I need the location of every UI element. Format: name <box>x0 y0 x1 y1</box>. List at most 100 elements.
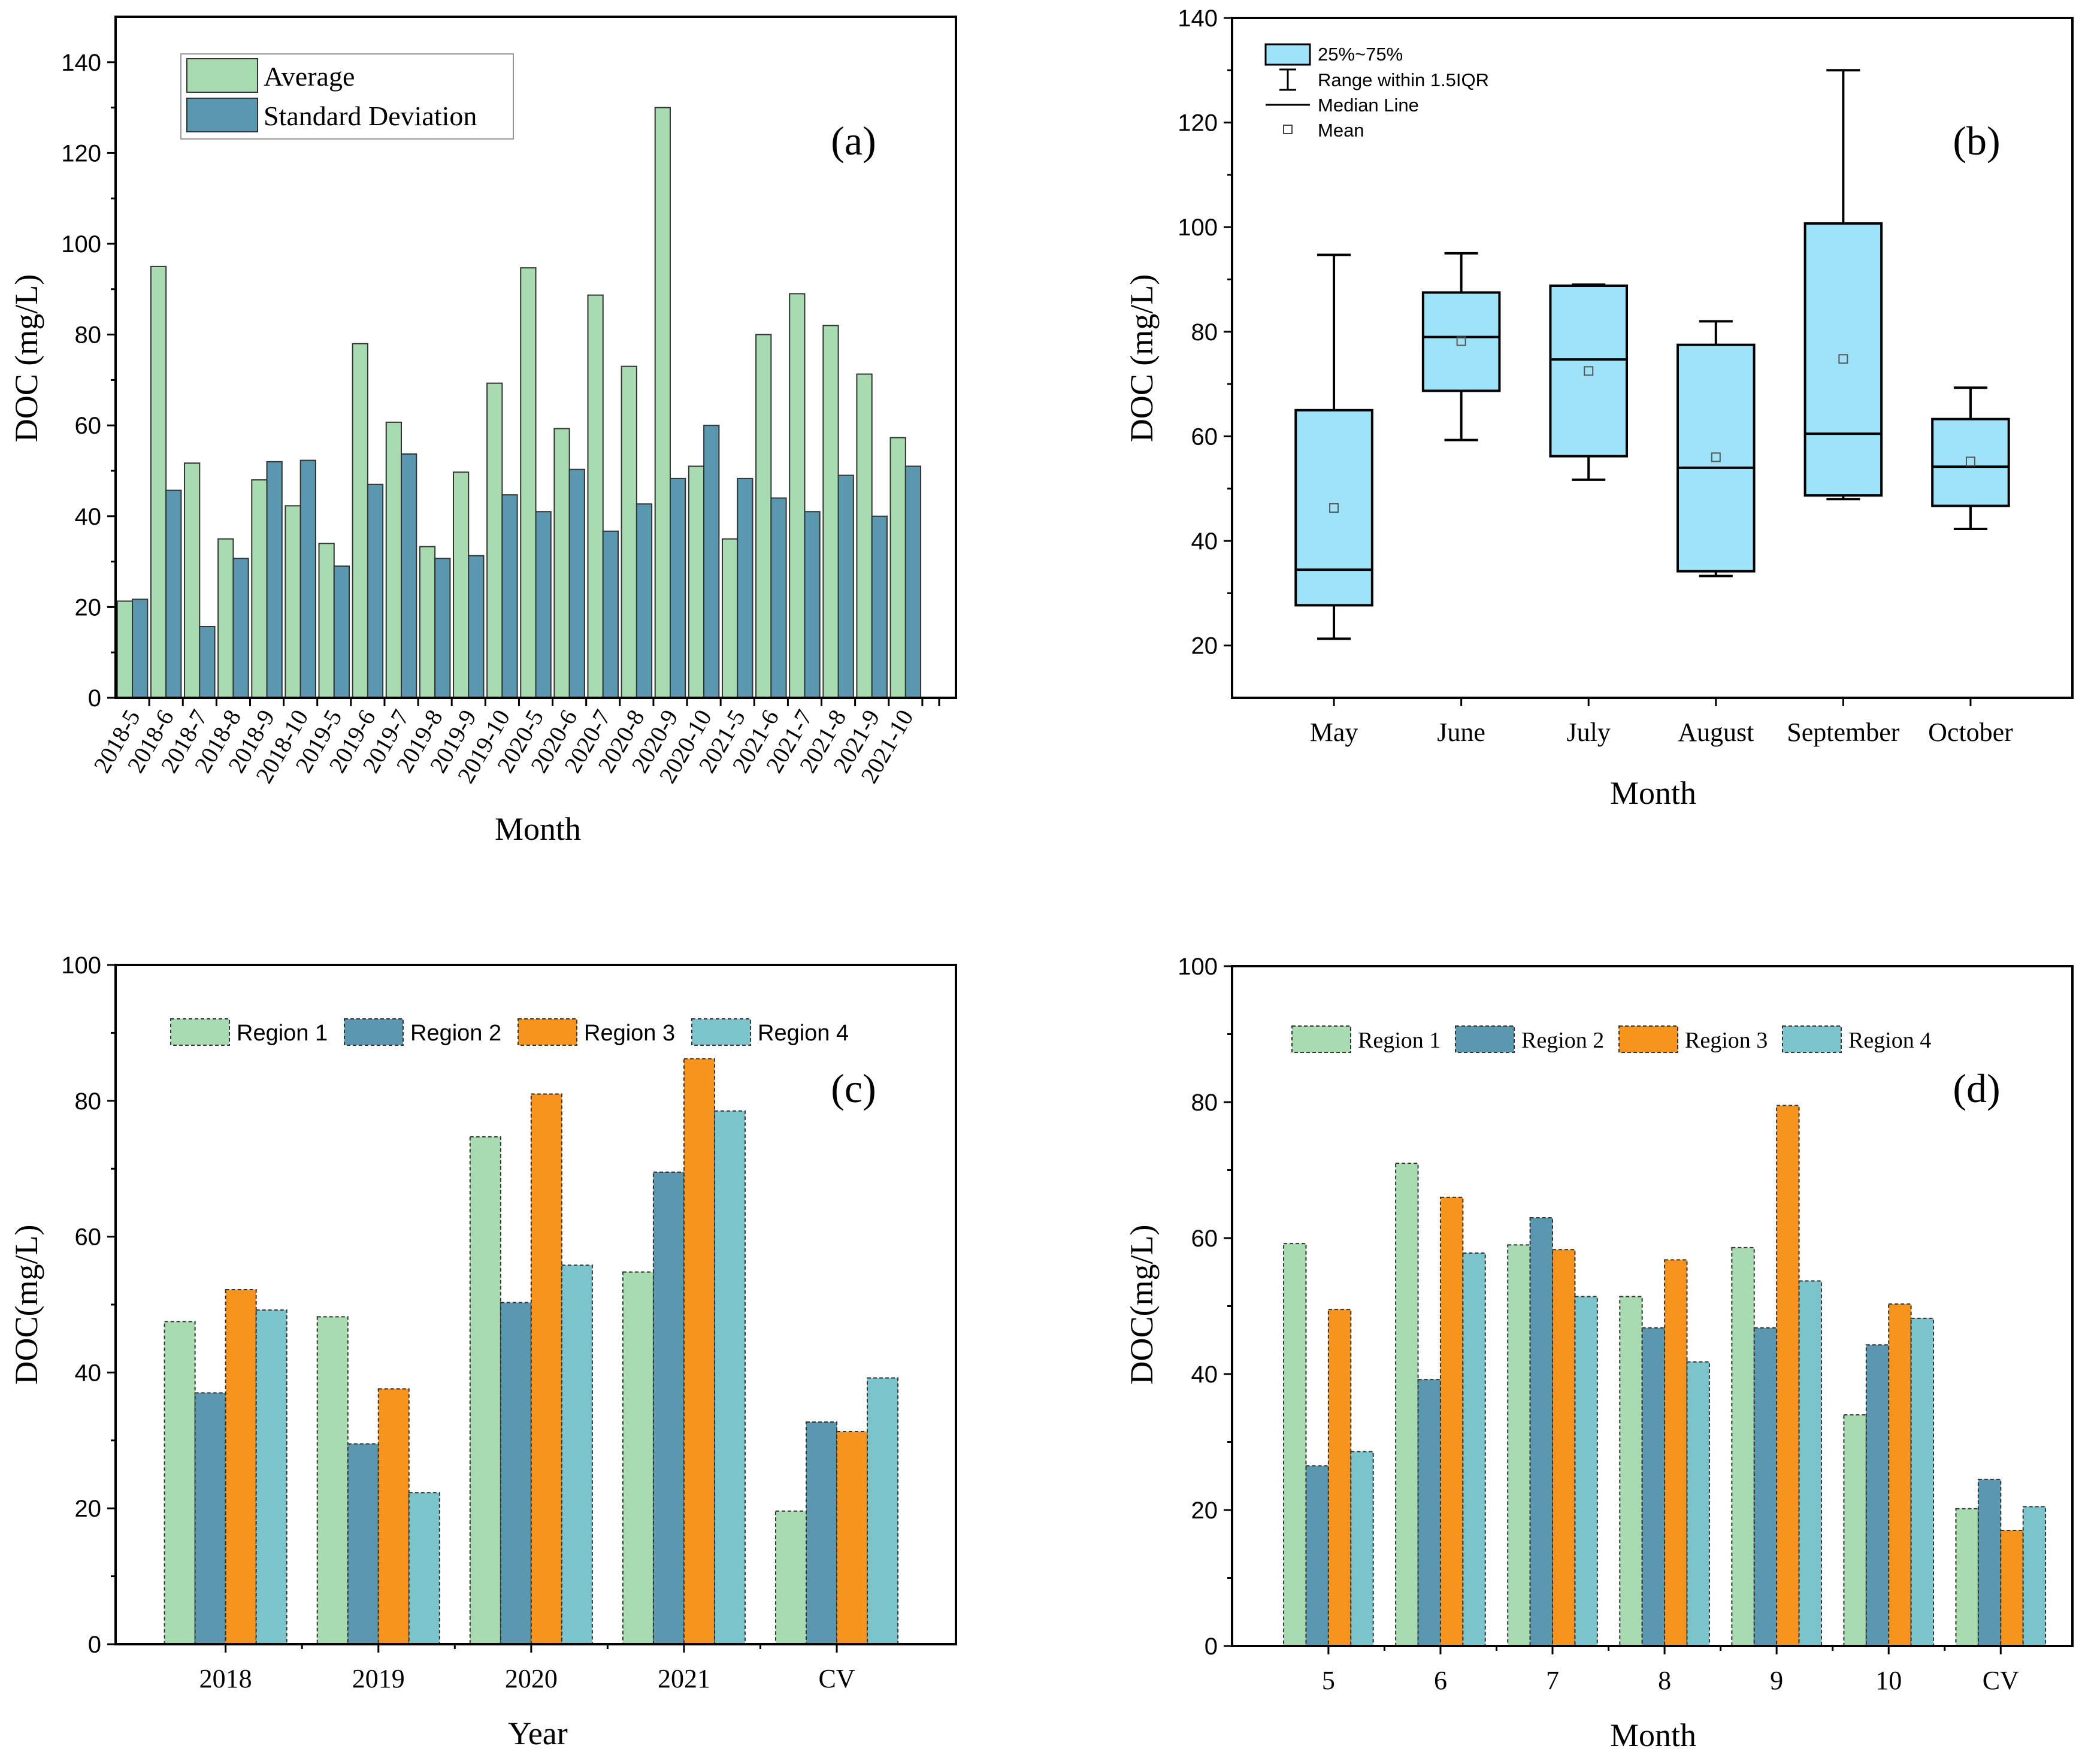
region-4-bar <box>408 1492 440 1645</box>
region-1-bar <box>1843 1414 1867 1647</box>
legend-region-3-swatch <box>518 1018 577 1046</box>
y-tick-label: 40 <box>75 504 102 530</box>
y-tick-label: 140 <box>1178 5 1218 32</box>
y-tick-label: 60 <box>1191 423 1218 450</box>
legend-std-label: Standard Deviation <box>264 101 477 131</box>
y-tick-label: 40 <box>75 1360 102 1386</box>
y-tick-label: 0 <box>88 685 101 712</box>
region-1-bar <box>164 1321 196 1645</box>
y-tick-label: 120 <box>61 140 101 167</box>
region-1-bar <box>622 1271 654 1645</box>
std-bar <box>333 565 350 698</box>
std-bar <box>535 511 552 698</box>
region-3-bar <box>2000 1530 2024 1647</box>
std-bar <box>837 474 854 699</box>
y-tick-label: 80 <box>75 1088 102 1115</box>
y-tick-label: 80 <box>75 322 102 349</box>
std-bar <box>266 461 283 699</box>
panel-d-ylabel: DOC(mg/L) <box>1124 1225 1160 1385</box>
std-bar <box>636 503 653 698</box>
panel-d-xlabel: Month <box>1610 1717 1696 1753</box>
std-bar <box>232 558 249 698</box>
panel-d-label: (d) <box>1953 1066 2000 1111</box>
legend-region-4-swatch <box>691 1018 751 1046</box>
legend-std-swatch <box>186 98 258 132</box>
panel-d-frame <box>1231 965 2074 1647</box>
y-tick-label: 60 <box>75 413 102 439</box>
y-tick-label: 60 <box>75 1224 102 1251</box>
region-2-bar <box>652 1171 685 1645</box>
y-tick-label: 100 <box>61 231 101 258</box>
region-1-bar <box>1619 1296 1643 1647</box>
region-2-bar <box>1417 1379 1441 1647</box>
average-bar <box>654 107 671 699</box>
average-bar <box>352 343 368 698</box>
std-bar <box>299 459 316 698</box>
std-bar <box>770 497 787 698</box>
panel-b-ticks: 20 40 60 80 100 120 140 May June July August Septem… <box>1178 5 2013 747</box>
legend-region-4-label: Region 4 <box>758 1021 849 1046</box>
region-2-bar <box>1641 1327 1666 1647</box>
region-2-bar <box>1305 1465 1329 1647</box>
x-tick-label: CV <box>818 1664 855 1693</box>
panel-a: 0204060801001201402018-52018-62018-72018… <box>8 16 957 847</box>
y-tick-label: 20 <box>75 594 102 621</box>
legend-mean-label: Mean <box>1318 120 1364 141</box>
legend-range-icon <box>1279 68 1296 91</box>
std-bar <box>669 477 686 698</box>
region-1-bar <box>774 1510 807 1645</box>
average-bar <box>520 267 537 698</box>
x-tick-label: 8 <box>1658 1666 1671 1695</box>
legend-mean-icon <box>1283 125 1293 134</box>
region-2-bar <box>1977 1478 2002 1647</box>
legend-iqr-label: 25%~75% <box>1318 44 1403 65</box>
average-bar <box>856 373 873 698</box>
average-bar <box>251 479 268 698</box>
panel-d: 0 20 40 60 80 100 5 6 7 8 9 10 CV (d) Month DOC(mg/L… <box>1124 954 2074 1753</box>
region-2-bar <box>347 1443 379 1645</box>
std-bar <box>401 453 417 698</box>
mean-marker <box>1329 503 1339 513</box>
region-4-bar <box>1574 1296 1598 1647</box>
std-bar <box>367 483 384 698</box>
region-3-bar <box>530 1093 562 1645</box>
region-2-bar <box>1865 1344 1890 1647</box>
y-tick-label: 40 <box>1191 528 1218 555</box>
region-2-bar <box>1753 1327 1778 1647</box>
x-tick-label: 2019 <box>352 1664 405 1693</box>
std-bar <box>568 468 585 698</box>
average-bar <box>789 293 806 698</box>
x-tick-label: 2021 <box>658 1664 710 1693</box>
panel-b-legend: 25%~75% Range within 1.5IQR Median Line … <box>1264 43 1489 141</box>
iqr-box <box>1549 285 1628 458</box>
y-tick-label: 120 <box>1178 110 1218 137</box>
panel-a-frame <box>114 16 957 699</box>
region-4-bar <box>1798 1280 1822 1647</box>
std-bar <box>804 511 821 698</box>
y-tick-label: 100 <box>1178 214 1218 241</box>
panel-c-bars <box>164 1058 899 1645</box>
region-3-bar <box>1776 1105 1800 1647</box>
iqr-box <box>1803 222 1883 497</box>
region-4-bar <box>561 1264 593 1645</box>
panel-b-label: (b) <box>1953 118 2000 164</box>
panel-a-legend: Average Standard Deviation <box>180 53 514 140</box>
panel-a-xlabel: Month <box>495 811 581 847</box>
average-bar <box>486 382 503 698</box>
legend-average-label: Average <box>264 61 355 92</box>
x-tick-label: 2020 <box>505 1664 558 1693</box>
region-4-bar <box>1686 1361 1710 1647</box>
y-tick-label: 140 <box>61 50 101 76</box>
x-tick-label: 5 <box>1322 1666 1335 1695</box>
region-1-bar <box>1955 1508 1979 1647</box>
std-bar <box>199 625 216 699</box>
region-2-bar <box>806 1421 838 1645</box>
average-bar <box>755 334 772 698</box>
mean-marker <box>1965 456 1975 467</box>
panel-a-bars <box>116 107 922 699</box>
std-bar <box>871 515 888 698</box>
legend-region-2-label: Region 2 <box>410 1021 501 1046</box>
region-2-bar <box>500 1302 532 1645</box>
std-bar <box>602 530 619 699</box>
average-bar <box>688 465 705 698</box>
